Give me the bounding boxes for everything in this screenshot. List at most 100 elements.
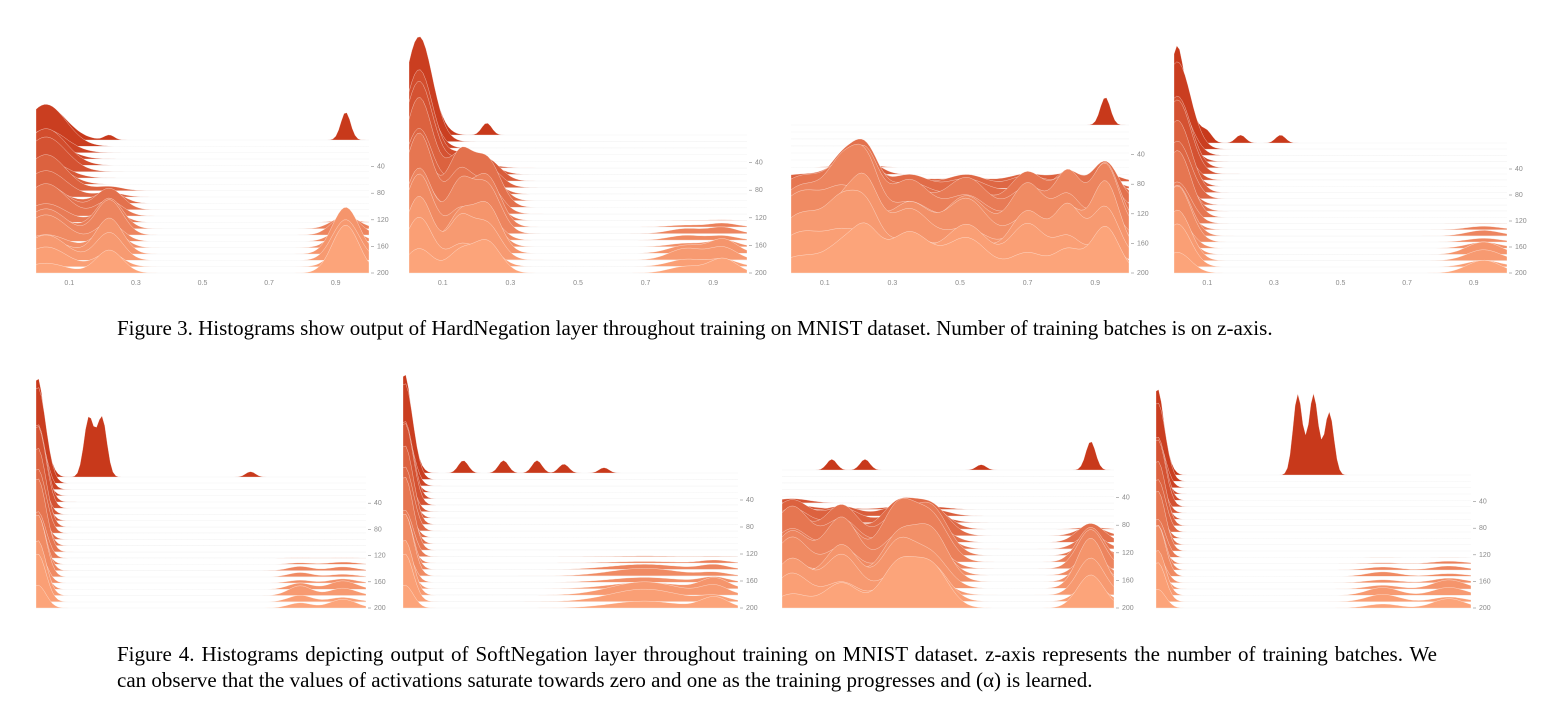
histogram-slice (35, 448, 366, 528)
x-tick-label: 0.5 (955, 280, 965, 285)
histogram-slice (35, 473, 366, 515)
histogram-slice (402, 452, 738, 493)
histogram-slice (402, 473, 738, 519)
x-tick-label: 0.1 (64, 280, 74, 285)
histogram-slice (35, 184, 369, 210)
histogram-slice (35, 431, 366, 490)
histogram-slice (402, 383, 738, 480)
histogram-slice (402, 553, 739, 602)
z-tick-label: 80 (755, 187, 763, 194)
z-tick-label: 80 (746, 524, 754, 531)
histogram-slice (1155, 550, 1472, 596)
histogram-slice (35, 378, 366, 478)
histogram-slice (35, 456, 366, 496)
histogram-slice (35, 128, 369, 166)
histogram-slice (790, 222, 1130, 274)
figure3-panel-1: 0.1 0.3 0.5 0.7 0.9 40 80 120 160 200 (30, 25, 405, 285)
histogram-slice (1155, 556, 1472, 583)
z-tick-label: 80 (1137, 181, 1145, 188)
histogram-slice (35, 535, 367, 565)
histogram-slice (402, 584, 739, 609)
figure3-panel-2: 0.1 0.3 0.5 0.7 0.9 40 80 120 160 200 (403, 25, 783, 285)
z-tick-label: 160 (746, 578, 758, 585)
z-tick-label: 40 (377, 164, 385, 171)
x-tick-label: 0.7 (264, 280, 274, 285)
figure3-caption: Figure 3. Histograms show output of Hard… (117, 316, 1273, 340)
histogram-slice (35, 219, 370, 261)
histogram-slice (402, 510, 739, 557)
z-tick-label: 200 (1479, 605, 1491, 612)
x-tick-label: 0.9 (331, 280, 341, 285)
z-tick-label: 80 (377, 190, 385, 197)
histogram-slice (1173, 226, 1508, 255)
histogram-slice (1155, 519, 1472, 558)
z-tick-label: 120 (1137, 211, 1149, 218)
x-tick-label: 0.5 (1336, 280, 1346, 285)
x-tick-label: 0.7 (641, 280, 651, 285)
histogram-slice (1173, 252, 1508, 274)
histogram-slice (1173, 95, 1507, 169)
histogram-slice (35, 199, 370, 236)
histogram-slice (1155, 461, 1471, 526)
histogram-slice (1155, 439, 1471, 507)
z-tick-label: 200 (377, 270, 389, 277)
x-tick-label: 0.9 (708, 280, 718, 285)
histogram-slice (1173, 119, 1507, 193)
z-tick-label: 200 (746, 605, 758, 612)
histogram-slice (402, 476, 738, 551)
histogram-slice (402, 534, 739, 564)
histogram-slice (1173, 176, 1507, 206)
figure3-panel-3: 0.1 0.3 0.5 0.7 0.9 40 80 120 160 200 (785, 25, 1165, 285)
histogram-slice (35, 469, 366, 534)
z-tick-label: 160 (374, 579, 386, 586)
histogram-slice (782, 441, 1114, 471)
histogram-slice (1155, 562, 1472, 602)
histogram-slice (402, 493, 738, 544)
x-tick-label: 0.9 (1469, 280, 1479, 285)
histogram-slice (1173, 145, 1507, 187)
histogram-slice (35, 511, 367, 559)
histogram-slice (402, 550, 739, 583)
histogram-slice (1155, 479, 1471, 514)
histogram-slice (1155, 540, 1472, 564)
histogram-slice (402, 505, 738, 538)
histogram-slice (408, 36, 747, 142)
histogram-slice (35, 424, 366, 503)
histogram-slice (402, 470, 738, 512)
histogram-slice (1173, 45, 1507, 144)
histogram-slice (35, 554, 367, 603)
z-tick-label: 40 (1137, 152, 1145, 159)
histogram-slice (1155, 440, 1471, 488)
histogram-slice (1173, 150, 1507, 218)
histogram-slice (402, 445, 738, 525)
histogram-slice (35, 507, 366, 540)
histogram-slice (1173, 103, 1507, 156)
z-tick-label: 120 (1122, 550, 1134, 557)
x-tick-label: 0.1 (438, 280, 448, 285)
histogram-slice (1155, 525, 1472, 577)
histogram-slice (35, 154, 369, 191)
histogram-slice (781, 561, 1115, 602)
x-tick-label: 0.5 (573, 280, 583, 285)
x-tick-label: 0.9 (1090, 280, 1100, 285)
histogram-slice (1173, 219, 1508, 249)
histogram-slice (1155, 589, 1472, 609)
histogram-slice (1155, 503, 1471, 545)
z-tick-label: 80 (1479, 525, 1487, 532)
histogram-slice (1155, 483, 1471, 520)
histogram-slice (1173, 99, 1507, 175)
histogram-slice (1173, 124, 1507, 162)
z-tick-label: 80 (1515, 192, 1523, 199)
histogram-slice (35, 514, 367, 578)
histogram-slice (402, 466, 738, 532)
histogram-slice (1173, 142, 1507, 181)
histogram-slice (35, 387, 366, 484)
z-tick-label: 200 (1122, 605, 1134, 612)
histogram-slice (35, 515, 367, 571)
x-tick-label: 0.7 (1402, 280, 1412, 285)
x-tick-label: 0.3 (1269, 280, 1279, 285)
histogram-slice (402, 513, 739, 577)
histogram-slice (408, 37, 747, 136)
histogram-slice (1173, 185, 1508, 243)
